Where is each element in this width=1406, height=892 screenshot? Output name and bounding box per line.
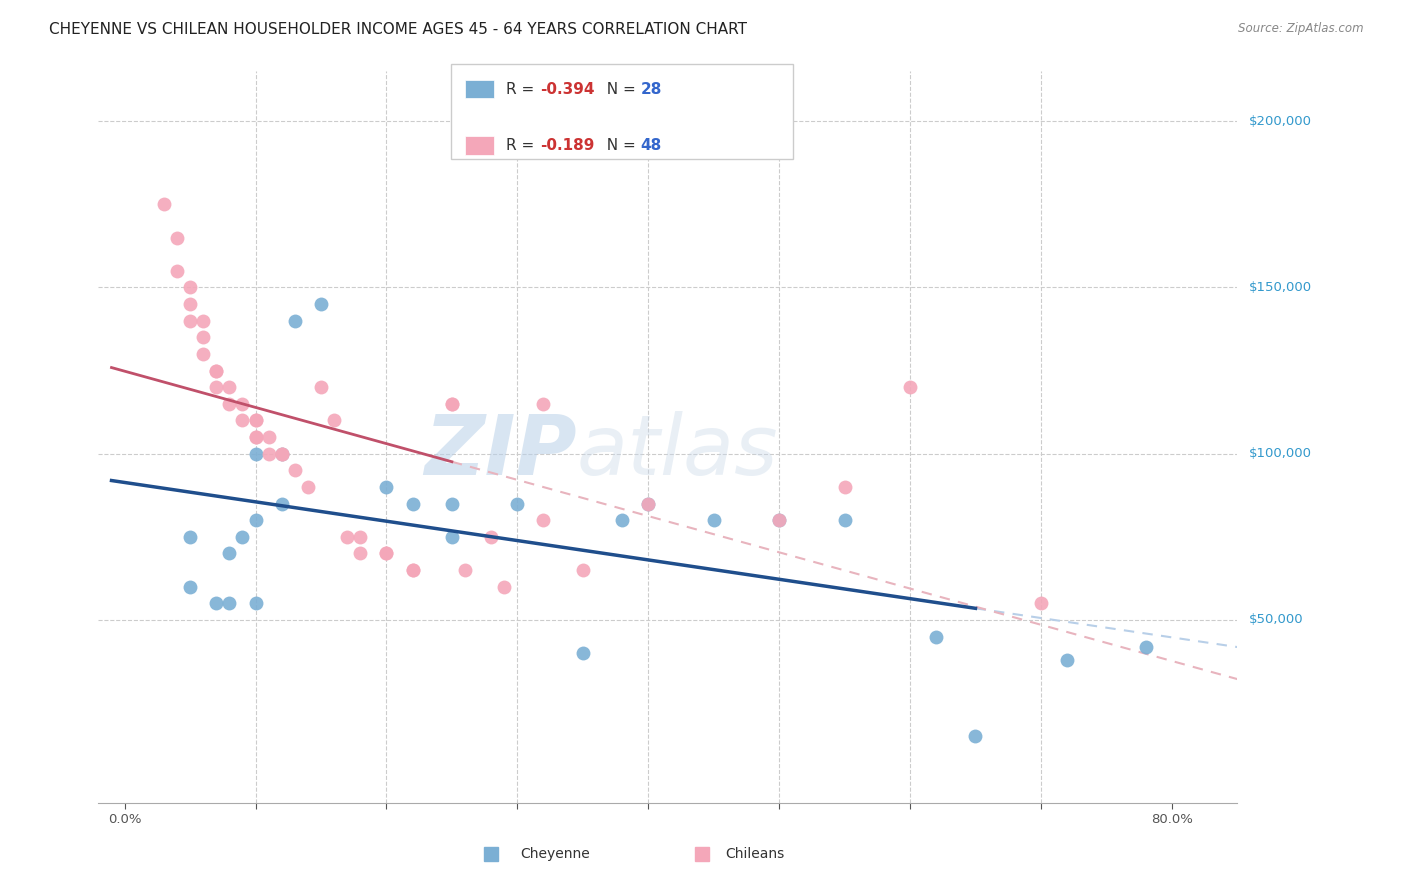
Point xyxy=(205,363,228,377)
Text: Chileans: Chileans xyxy=(725,847,785,861)
Point xyxy=(257,447,280,461)
Point xyxy=(231,413,253,427)
Point xyxy=(245,596,267,610)
Text: atlas: atlas xyxy=(576,411,779,492)
Point xyxy=(375,480,398,494)
Text: CHEYENNE VS CHILEAN HOUSEHOLDER INCOME AGES 45 - 64 YEARS CORRELATION CHART: CHEYENNE VS CHILEAN HOUSEHOLDER INCOME A… xyxy=(49,22,747,37)
Point xyxy=(309,297,332,311)
Point xyxy=(494,580,516,594)
Point xyxy=(440,397,463,411)
Point xyxy=(245,413,267,427)
Point xyxy=(1135,640,1157,654)
Text: $100,000: $100,000 xyxy=(1249,447,1312,460)
Point xyxy=(179,530,201,544)
Text: ZIP: ZIP xyxy=(425,411,576,492)
Text: 48: 48 xyxy=(641,138,662,153)
Point xyxy=(270,447,292,461)
Point xyxy=(270,447,292,461)
Point xyxy=(205,380,228,394)
Point xyxy=(768,513,790,527)
Point xyxy=(1056,653,1078,667)
Text: $50,000: $50,000 xyxy=(1249,614,1303,626)
Point xyxy=(218,596,240,610)
Point xyxy=(179,580,201,594)
Point xyxy=(965,729,987,743)
Point xyxy=(205,363,228,377)
Point xyxy=(205,596,228,610)
Point xyxy=(834,480,856,494)
Point xyxy=(533,397,555,411)
Point xyxy=(231,397,253,411)
Point xyxy=(375,546,398,560)
Point xyxy=(257,430,280,444)
Point xyxy=(166,264,188,278)
Point xyxy=(401,563,423,577)
Point xyxy=(571,646,593,660)
Point xyxy=(440,497,463,511)
Point xyxy=(401,563,423,577)
Point xyxy=(218,397,240,411)
Point xyxy=(191,314,214,328)
Point xyxy=(533,513,555,527)
Point xyxy=(218,546,240,560)
Point xyxy=(375,546,398,560)
Point xyxy=(270,447,292,461)
Point xyxy=(637,497,659,511)
Point xyxy=(297,480,319,494)
Point xyxy=(245,430,267,444)
Point xyxy=(401,497,423,511)
Point xyxy=(610,513,633,527)
Bar xyxy=(451,64,793,159)
Point xyxy=(898,380,921,394)
Point xyxy=(323,413,346,427)
Point xyxy=(218,380,240,394)
Point xyxy=(571,563,593,577)
Point xyxy=(270,497,292,511)
Point xyxy=(349,546,371,560)
Text: -0.394: -0.394 xyxy=(540,82,595,97)
Point xyxy=(768,513,790,527)
Point xyxy=(245,513,267,527)
Point xyxy=(336,530,359,544)
Text: Cheyenne: Cheyenne xyxy=(520,847,589,861)
Point xyxy=(454,563,477,577)
Text: 28: 28 xyxy=(641,82,662,97)
Point xyxy=(231,530,253,544)
Bar xyxy=(465,80,494,98)
Text: $150,000: $150,000 xyxy=(1249,281,1312,294)
Point xyxy=(309,380,332,394)
Point xyxy=(179,297,201,311)
Text: N =: N = xyxy=(598,138,641,153)
Point xyxy=(637,497,659,511)
Point xyxy=(245,430,267,444)
Point xyxy=(506,497,529,511)
Point xyxy=(245,447,267,461)
Text: $200,000: $200,000 xyxy=(1249,115,1312,128)
Point xyxy=(166,230,188,244)
Point xyxy=(284,314,307,328)
Point xyxy=(153,197,176,211)
Text: -0.189: -0.189 xyxy=(540,138,595,153)
Point xyxy=(191,330,214,344)
Text: R =: R = xyxy=(506,82,540,97)
Point xyxy=(440,397,463,411)
Text: Source: ZipAtlas.com: Source: ZipAtlas.com xyxy=(1239,22,1364,36)
Point xyxy=(191,347,214,361)
Point xyxy=(479,530,502,544)
Point xyxy=(1029,596,1052,610)
Point xyxy=(179,314,201,328)
Point xyxy=(284,463,307,477)
Point xyxy=(703,513,725,527)
Point xyxy=(440,530,463,544)
Point xyxy=(834,513,856,527)
Text: N =: N = xyxy=(598,82,641,97)
Point xyxy=(179,280,201,294)
Bar xyxy=(465,136,494,154)
Text: R =: R = xyxy=(506,138,540,153)
Point xyxy=(349,530,371,544)
Point xyxy=(925,630,948,644)
Point xyxy=(245,413,267,427)
